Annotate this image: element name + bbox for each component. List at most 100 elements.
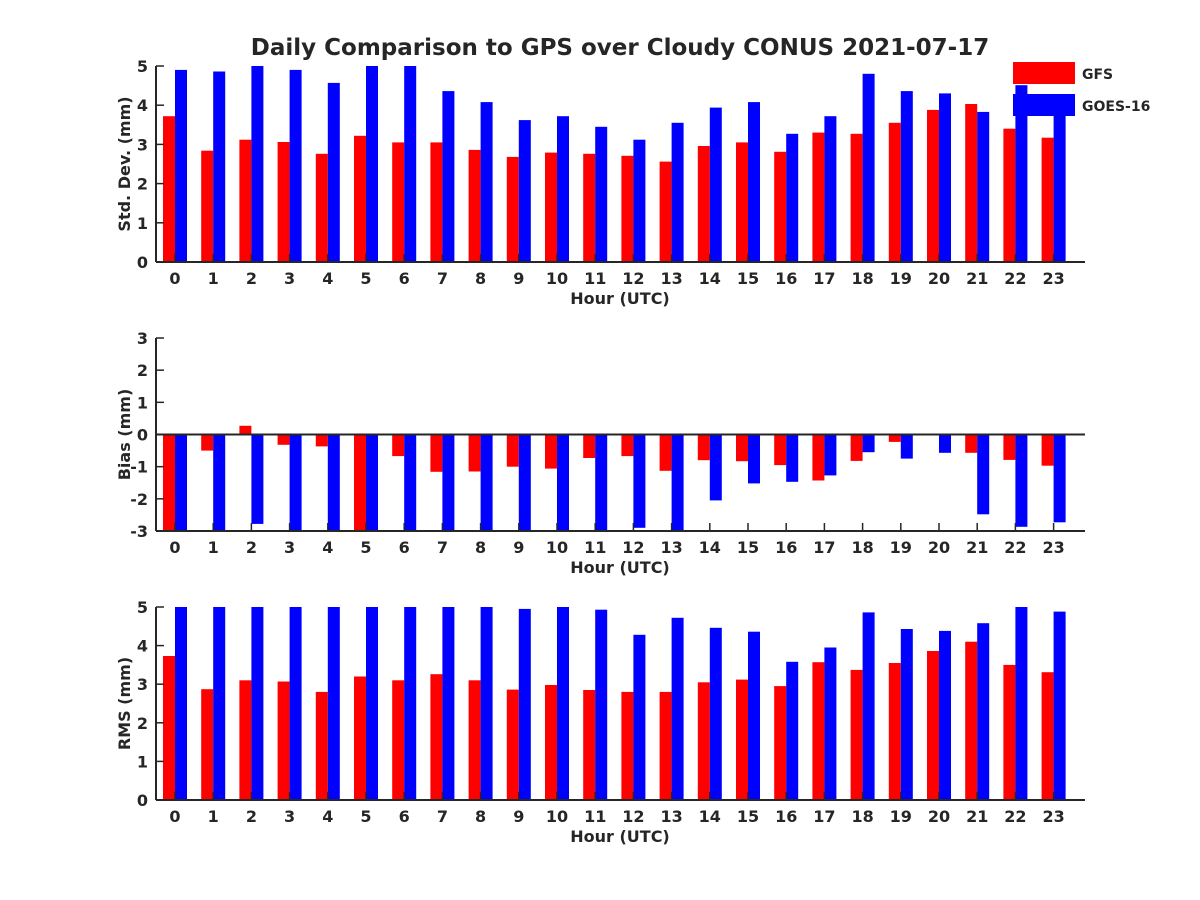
x-tick-label: 12: [622, 538, 644, 557]
x-tick-label: 4: [322, 538, 333, 557]
x-tick-label: 17: [813, 807, 835, 826]
bar-gfs-9: [506, 434, 519, 467]
bar-goes16-1: [213, 434, 226, 531]
bar-gfs-16: [774, 434, 787, 466]
x-tick-label: 11: [584, 269, 606, 288]
x-tick-label: 19: [890, 269, 912, 288]
legend: GFS GOES-16: [1013, 62, 1150, 116]
bar-gfs-7: [430, 434, 443, 472]
bar-gfs-11: [583, 153, 596, 262]
bar-goes16-3: [289, 434, 302, 530]
bar-goes16-13: [671, 617, 684, 800]
y-axis-label: Std. Dev. (mm): [115, 96, 134, 231]
bar-gfs-11: [583, 690, 596, 800]
x-axis-label: Hour (UTC): [570, 289, 670, 308]
bar-goes16-12: [633, 434, 646, 528]
bar-gfs-3: [277, 142, 290, 262]
bar-gfs-8: [468, 434, 481, 472]
bar-goes16-4: [327, 82, 340, 263]
bar-goes16-13: [671, 122, 684, 262]
bar-goes16-4: [327, 434, 340, 531]
y-tick-label: 2: [137, 175, 148, 194]
x-tick-label: 5: [360, 538, 371, 557]
bar-gfs-2: [239, 425, 252, 435]
bar-gfs-19: [888, 434, 901, 442]
bar-goes16-17: [824, 647, 837, 800]
bar-goes16-8: [480, 434, 493, 531]
x-tick-label: 5: [360, 807, 371, 826]
bar-gfs-12: [621, 434, 634, 457]
bar-gfs-13: [659, 161, 672, 262]
x-axis-label: Hour (UTC): [570, 827, 670, 846]
bar-goes16-5: [366, 434, 378, 531]
bar-gfs-17: [812, 662, 825, 800]
bar-gfs-7: [430, 142, 443, 262]
bar-gfs-13: [659, 434, 672, 471]
bar-goes16-19: [900, 434, 913, 459]
bar-gfs-8: [468, 680, 481, 800]
x-tick-label: 11: [584, 807, 606, 826]
bar-gfs-10: [545, 685, 557, 800]
bar-gfs-1: [201, 434, 214, 451]
bar-goes16-14: [709, 627, 722, 800]
bar-gfs-15: [736, 142, 748, 262]
bar-gfs-10: [545, 434, 557, 469]
bar-goes16-2: [251, 607, 264, 800]
y-axis-label: RMS (mm): [115, 657, 134, 750]
x-tick-label: 21: [966, 269, 988, 288]
bar-goes16-14: [709, 107, 722, 262]
y-tick-label: 2: [137, 714, 148, 733]
bar-gfs-1: [201, 689, 214, 800]
x-tick-label: 3: [284, 807, 295, 826]
y-tick-label: 3: [137, 329, 148, 348]
bar-goes16-21: [977, 111, 990, 263]
y-tick-label: 0: [137, 253, 148, 272]
bar-goes16-15: [748, 434, 760, 484]
x-tick-label: 9: [513, 538, 524, 557]
bar-gfs-21: [965, 104, 978, 262]
bar-gfs-20: [927, 651, 939, 800]
bar-goes16-17: [824, 434, 837, 476]
x-tick-label: 17: [813, 269, 835, 288]
x-tick-label: 22: [1004, 269, 1026, 288]
bar-goes16-23: [1053, 611, 1066, 800]
bar-goes16-2: [251, 434, 264, 524]
x-tick-label: 2: [246, 269, 257, 288]
x-tick-label: 2: [246, 538, 257, 557]
y-tick-label: 1: [137, 214, 148, 233]
x-tick-label: 1: [208, 807, 219, 826]
bar-gfs-0: [163, 116, 175, 262]
bar-goes16-10: [557, 116, 569, 262]
bar-goes16-9: [518, 434, 531, 531]
bar-goes16-8: [480, 102, 493, 262]
x-tick-label: 13: [660, 538, 682, 557]
y-tick-label: 3: [137, 135, 148, 154]
bar-goes16-1: [213, 607, 226, 800]
bar-goes16-6: [404, 434, 417, 531]
bar-gfs-13: [659, 691, 672, 800]
bar-goes16-2: [251, 66, 264, 262]
x-tick-label: 2: [246, 807, 257, 826]
bar-goes16-21: [977, 623, 990, 800]
bar-gfs-4: [315, 434, 328, 447]
bar-goes16-20: [939, 434, 951, 453]
bar-gfs-4: [315, 691, 328, 800]
bar-gfs-19: [888, 663, 901, 800]
x-tick-label: 18: [851, 269, 873, 288]
x-tick-label: 10: [546, 269, 568, 288]
x-tick-label: 0: [169, 807, 180, 826]
y-tick-label: 5: [137, 598, 148, 617]
bar-gfs-6: [392, 434, 405, 457]
y-axis-label: Bias (mm): [115, 389, 134, 481]
bar-goes16-12: [633, 634, 646, 800]
x-tick-label: 19: [890, 538, 912, 557]
x-tick-label: 4: [322, 807, 333, 826]
x-tick-label: 9: [513, 807, 524, 826]
bar-gfs-0: [163, 434, 175, 531]
bar-gfs-2: [239, 680, 252, 800]
y-tick-label: 1: [137, 752, 148, 771]
figure-title: Daily Comparison to GPS over Cloudy CONU…: [251, 35, 989, 61]
x-tick-label: 13: [660, 807, 682, 826]
